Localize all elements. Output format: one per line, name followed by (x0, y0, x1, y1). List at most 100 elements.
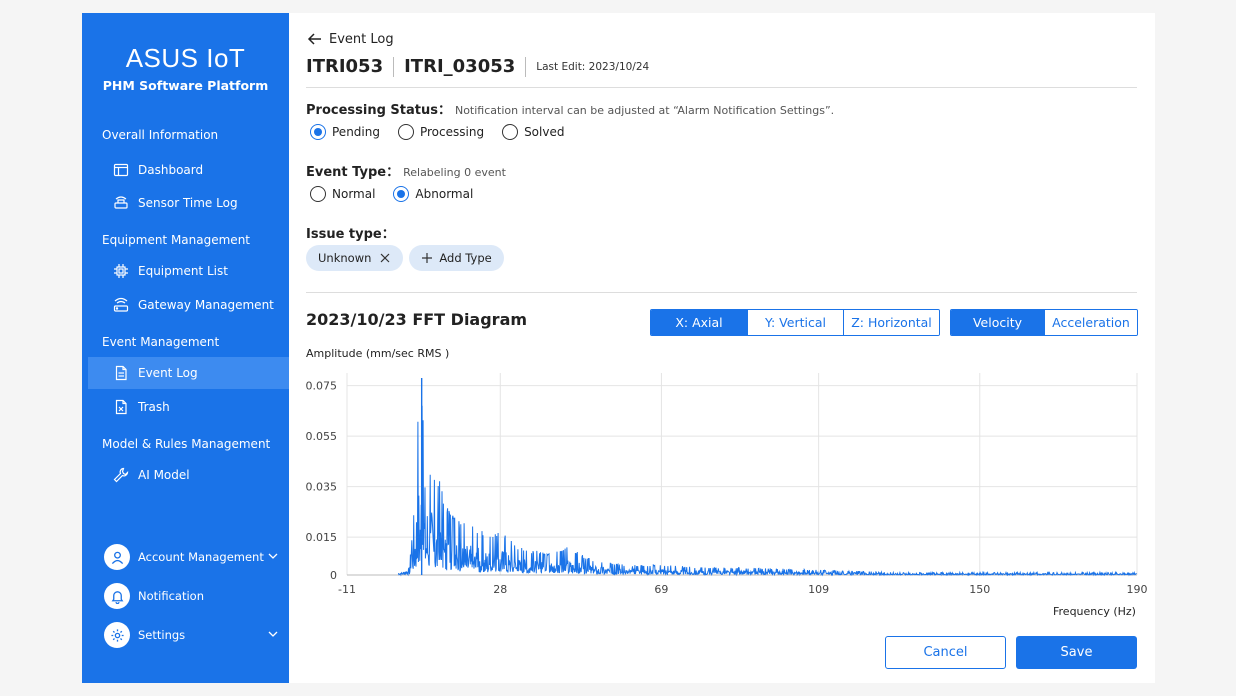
sensor-icon (112, 194, 130, 212)
sidebar-item-equipment-list[interactable]: Equipment List (88, 255, 289, 287)
radio-normal[interactable]: Normal (310, 186, 375, 202)
nav-section-overall: Overall Information (102, 128, 219, 142)
chevron-down-icon (267, 628, 279, 643)
axis-tab-group: X: Axial Y: Vertical Z: Horizontal (650, 309, 940, 336)
sidebar-item-label: Trash (138, 400, 170, 414)
user-icon (104, 544, 130, 570)
x-tick-label: -11 (338, 583, 356, 596)
settings-label: Settings (138, 628, 186, 642)
radio-solved[interactable]: Solved (502, 124, 564, 140)
tab-z-horizontal[interactable]: Z: Horizontal (843, 310, 939, 335)
processing-status-radios: Pending Processing Solved (310, 124, 582, 140)
gear-icon (104, 622, 130, 648)
dashboard-icon (112, 161, 130, 179)
y-tick-label: 0.055 (306, 430, 338, 443)
fft-chart: -11 28 69 109 150 190 0 0.015 0.035 0.055 0.075 (306, 373, 1148, 596)
processing-status-title: Processing Status： (306, 103, 451, 118)
radio-label: Pending (332, 125, 380, 139)
mode-tab-group: Velocity Acceleration (950, 309, 1138, 336)
y-tick-label: 0 (330, 569, 337, 582)
bell-icon (104, 583, 130, 609)
device-id: ITRI053 (306, 56, 384, 77)
tab-y-vertical[interactable]: Y: Vertical (747, 310, 843, 335)
sidebar: ASUS IoT PHM Software Platform Overall I… (82, 13, 289, 683)
sidebar-item-label: Equipment List (138, 264, 228, 278)
nav-section-event: Event Management (102, 335, 220, 349)
account-management-label: Account Management (138, 550, 264, 564)
save-button[interactable]: Save (1016, 636, 1137, 669)
tab-x-axial[interactable]: X: Axial (651, 310, 747, 335)
event-type-hint: Relabeling 0 event (403, 166, 506, 179)
sidebar-item-ai-model[interactable]: AI Model (88, 459, 289, 491)
nav-section-model: Model & Rules Management (102, 437, 271, 451)
wrench-icon (112, 466, 130, 484)
close-icon[interactable] (379, 252, 391, 264)
add-type-button[interactable]: Add Type (409, 245, 504, 271)
back-link[interactable]: Event Log (307, 31, 394, 47)
tab-velocity[interactable]: Velocity (951, 310, 1044, 335)
notification-item[interactable]: Notification (104, 583, 279, 609)
processing-status-hint: Notification interval can be adjusted at… (454, 104, 835, 117)
divider (525, 56, 527, 77)
sidebar-item-trash[interactable]: Trash (88, 391, 289, 423)
radio-dot (310, 186, 326, 202)
document-icon (112, 364, 130, 382)
back-label: Event Log (329, 31, 394, 47)
tab-acceleration[interactable]: Acceleration (1044, 310, 1137, 335)
chart-y-label: Amplitude (mm/sec RMS ) (306, 347, 450, 360)
arrow-left-icon (307, 33, 321, 45)
radio-label: Processing (419, 125, 485, 139)
issue-type-label: Issue type： (306, 227, 395, 242)
main-panel: Event Log ITRI053 ITRI_03053 Last Edit: … (289, 13, 1155, 683)
issue-chip-unknown[interactable]: Unknown (306, 245, 404, 271)
device-name: ITRI_03053 (404, 56, 516, 77)
account-management-item[interactable]: Account Management (104, 544, 279, 570)
gateway-icon (112, 296, 130, 314)
sidebar-item-event-log[interactable]: Event Log (88, 357, 289, 389)
radio-dot (310, 124, 326, 140)
processing-status-label: Processing Status： Notification interval … (306, 99, 834, 118)
radio-label: Solved (524, 125, 565, 139)
fft-title: 2023/10/23 FFT Diagram (306, 310, 528, 329)
radio-processing[interactable]: Processing (397, 124, 485, 140)
x-tick-label: 109 (808, 583, 829, 596)
chart-x-label: Frequency (Hz) (1053, 605, 1136, 618)
page-title-row: ITRI053 ITRI_03053 Last Edit: 2023/10/24 (306, 56, 649, 77)
last-edit: Last Edit: 2023/10/24 (536, 60, 650, 73)
radio-label: Abnormal (415, 187, 474, 201)
sidebar-item-label: Event Log (138, 366, 198, 380)
radio-abnormal[interactable]: Abnormal (393, 186, 473, 202)
radio-pending[interactable]: Pending (310, 124, 380, 140)
nav-section-equipment: Equipment Management (102, 233, 251, 247)
x-tick-label: 69 (654, 583, 668, 596)
sidebar-item-gateway-management[interactable]: Gateway Management (88, 289, 289, 321)
radio-label: Normal (332, 187, 376, 201)
divider (393, 56, 395, 77)
add-type-label: Add Type (439, 251, 492, 265)
y-tick-label: 0.075 (306, 380, 338, 393)
sidebar-item-label: Sensor Time Log (138, 196, 238, 210)
event-type-label: Event Type： Relabeling 0 event (306, 161, 506, 180)
sidebar-item-dashboard[interactable]: Dashboard (88, 154, 289, 186)
settings-item[interactable]: Settings (104, 622, 279, 648)
notification-label: Notification (138, 589, 204, 603)
sidebar-item-sensor-time-log[interactable]: Sensor Time Log (88, 187, 289, 219)
x-tick-label: 28 (493, 583, 507, 596)
sidebar-item-label: Gateway Management (138, 298, 274, 312)
event-type-title: Event Type： (306, 165, 400, 180)
sidebar-item-label: AI Model (138, 468, 190, 482)
brand: ASUS IoT PHM Software Platform (82, 43, 289, 93)
cancel-button[interactable]: Cancel (885, 636, 1006, 669)
radio-dot (393, 186, 410, 202)
issue-type-chips: Unknown Add Type (306, 245, 510, 271)
series-line (397, 405, 1137, 577)
plus-icon (422, 253, 433, 263)
y-tick-label: 0.035 (306, 481, 338, 494)
radio-dot (397, 124, 414, 140)
divider (306, 292, 1137, 293)
brand-logo: ASUS IoT (125, 43, 246, 73)
divider (306, 87, 1137, 88)
chip-label: Unknown (318, 251, 372, 265)
trash-document-icon (112, 398, 130, 416)
x-tick-label: 190 (1127, 583, 1148, 596)
